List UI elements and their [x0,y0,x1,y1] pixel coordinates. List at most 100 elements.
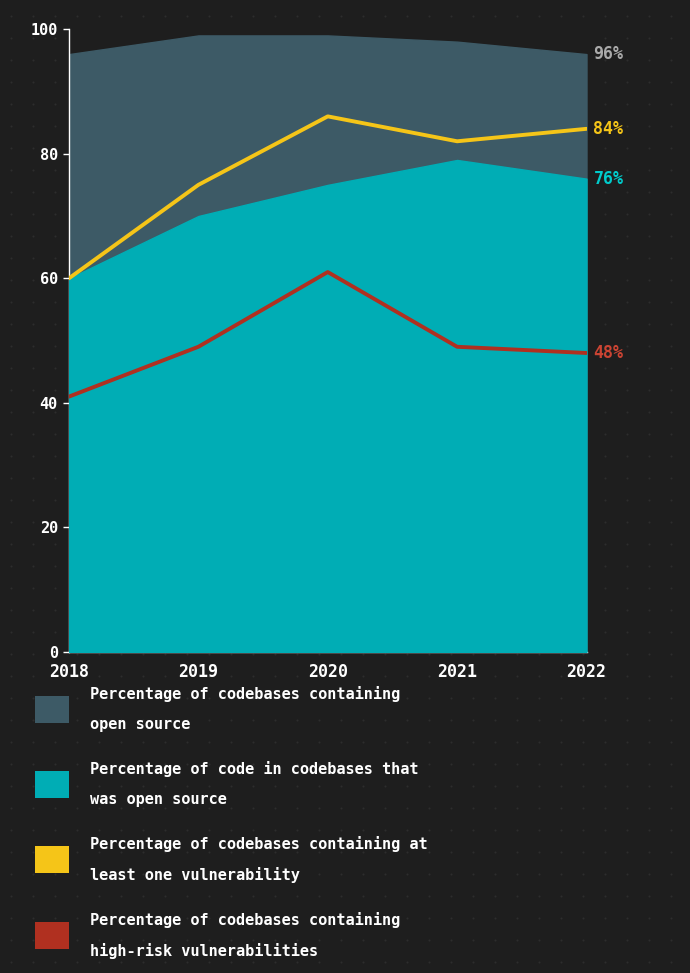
Point [380,426,391,442]
Point [181,536,193,552]
Point [313,426,324,442]
Point [578,559,589,574]
Point [357,910,368,925]
Point [644,690,655,705]
Point [489,382,500,398]
Point [555,339,566,354]
Point [115,602,126,618]
Point [270,800,281,815]
Point [468,580,479,595]
Point [665,536,676,552]
Point [6,910,17,925]
Point [380,206,391,222]
Point [622,140,633,156]
Point [270,339,281,354]
Point [622,449,633,464]
Point [489,735,500,750]
Point [533,646,544,662]
Point [226,294,237,309]
Point [424,250,435,266]
Point [291,910,302,925]
Point [248,888,259,904]
Point [181,404,193,419]
Point [622,206,633,222]
Point [380,360,391,376]
Point [115,559,126,574]
Point [115,53,126,68]
Point [489,910,500,925]
Point [424,602,435,618]
Point [644,250,655,266]
Point [533,955,544,970]
Point [446,96,457,112]
Point [489,449,500,464]
Point [226,140,237,156]
Point [93,426,104,442]
Point [270,845,281,860]
Point [335,668,346,684]
Point [511,690,522,705]
Point [313,184,324,199]
Point [622,888,633,904]
Point [533,778,544,794]
Point [204,294,215,309]
Point [50,712,61,728]
Point [270,426,281,442]
Point [335,514,346,529]
Point [270,602,281,618]
Point [665,294,676,309]
Point [181,888,193,904]
Point [644,646,655,662]
Point [93,646,104,662]
Point [533,316,544,332]
Point [291,712,302,728]
Point [380,778,391,794]
Point [357,96,368,112]
Point [644,206,655,222]
Point [72,470,83,486]
Point [6,822,17,838]
Point [137,602,148,618]
Point [204,800,215,815]
Point [380,404,391,419]
Point [204,206,215,222]
Point [446,162,457,178]
Point [204,360,215,376]
Point [357,559,368,574]
Point [181,580,193,595]
Point [489,866,500,882]
Point [248,822,259,838]
Point [137,272,148,288]
Point [600,404,611,419]
Point [578,888,589,904]
Point [644,625,655,640]
Point [402,492,413,508]
Point [270,96,281,112]
Point [665,845,676,860]
Point [137,206,148,222]
Point [137,162,148,178]
Point [226,514,237,529]
Point [6,250,17,266]
Point [402,449,413,464]
Point [511,272,522,288]
Point [115,118,126,133]
Point [533,668,544,684]
Point [93,184,104,199]
Point [335,272,346,288]
Point [665,910,676,925]
Point [137,800,148,815]
Point [555,580,566,595]
Point [291,735,302,750]
Point [137,646,148,662]
Point [555,449,566,464]
Point [93,30,104,46]
Point [93,822,104,838]
Point [137,426,148,442]
Point [489,888,500,904]
Point [226,756,237,772]
Point [424,53,435,68]
Point [489,404,500,419]
Point [159,712,170,728]
Point [446,8,457,23]
